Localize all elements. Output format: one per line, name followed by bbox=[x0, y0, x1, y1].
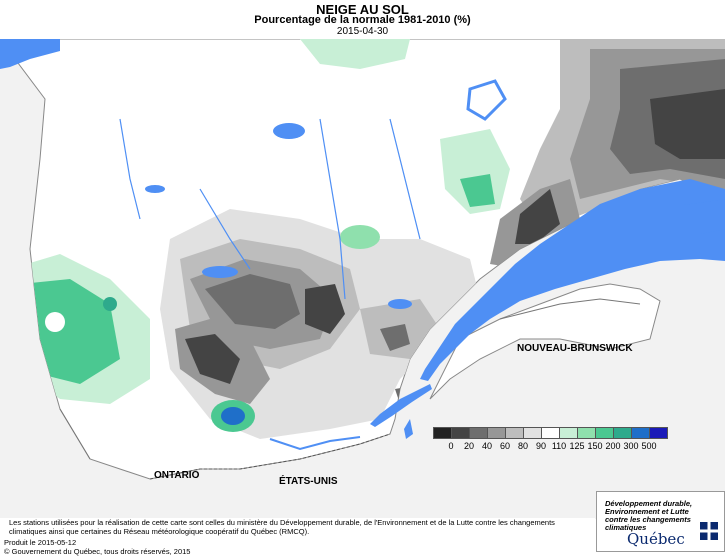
legend-swatch bbox=[613, 427, 632, 439]
contour-central-40 bbox=[205, 274, 300, 329]
legend-label: 200 bbox=[605, 441, 621, 451]
ontario-label: ONTARIO bbox=[154, 470, 200, 481]
map-title: NEIGE AU SOL bbox=[316, 2, 409, 17]
snow-depth-map bbox=[0, 39, 725, 519]
legend-swatch bbox=[433, 427, 452, 439]
legend-swatch bbox=[487, 427, 506, 439]
legend-swatch bbox=[631, 427, 650, 439]
map-date: 2015-04-30 bbox=[336, 26, 389, 37]
logo-ministry: Développement durable, Environnement et … bbox=[605, 499, 693, 532]
map-subtitle: Pourcentage de la normale 1981-2010 (%) bbox=[254, 14, 471, 26]
footer: Les stations utilisées pour la réalisati… bbox=[0, 518, 595, 556]
logo-quebec-wordmark: Québec bbox=[627, 530, 685, 548]
legend-label: 40 bbox=[481, 441, 493, 451]
footer-note: Les stations utilisées pour la réalisati… bbox=[9, 518, 555, 536]
ontario-border bbox=[59, 408, 91, 460]
river-2 bbox=[119, 118, 141, 220]
legend-swatch bbox=[577, 427, 596, 439]
river-3 bbox=[389, 118, 421, 240]
legend-swatch bbox=[595, 427, 614, 439]
contour-n-125 bbox=[300, 39, 410, 69]
reservoir-gouin bbox=[202, 266, 238, 278]
legend-label: 300 bbox=[623, 441, 639, 451]
legend-label: 500 bbox=[641, 441, 657, 451]
legend-swatch bbox=[451, 427, 470, 439]
legend-label: 20 bbox=[463, 441, 475, 451]
lake-memphremagog bbox=[404, 419, 413, 439]
river-4 bbox=[199, 188, 251, 270]
contour-sw-20 bbox=[185, 334, 240, 384]
quebec-logo: Développement durable, Environnement et … bbox=[596, 491, 725, 552]
contour-nshore-20 bbox=[515, 189, 560, 244]
manicouagan-reservoir bbox=[466, 79, 507, 121]
contour-c2-20 bbox=[305, 284, 345, 334]
us-border bbox=[149, 433, 391, 480]
contour-n2-200 bbox=[460, 174, 495, 207]
reservoir-1 bbox=[273, 123, 305, 139]
gaspesie-land bbox=[429, 283, 661, 400]
legend-swatch bbox=[541, 427, 560, 439]
quebec-flag-icon bbox=[700, 522, 718, 540]
nb-border bbox=[499, 298, 641, 320]
legend-swatch bbox=[649, 427, 668, 439]
contour-w-110 bbox=[45, 312, 65, 332]
contour-s-300 bbox=[221, 407, 245, 425]
legend-label: 60 bbox=[499, 441, 511, 451]
legend-labels: 0 20 40 60 80 90 110 125 150 200 300 500 bbox=[433, 439, 673, 453]
legend-swatches bbox=[433, 427, 673, 439]
nouveau-brunswick-label: NOUVEAU-BRUNSWICK bbox=[517, 343, 633, 354]
hudson-bay bbox=[0, 39, 60, 69]
legend-label: 0 bbox=[448, 441, 454, 451]
legend-label: 150 bbox=[587, 441, 603, 451]
st-lawrence-river bbox=[370, 384, 432, 427]
contour-q-40 bbox=[380, 324, 410, 351]
st-lawrence-estuary bbox=[420, 179, 725, 381]
contour-ne-20 bbox=[650, 89, 725, 159]
lac-saint-jean bbox=[388, 299, 412, 309]
legend-label: 110 bbox=[551, 441, 567, 451]
legend: 0 20 40 60 80 90 110 125 150 200 300 500 bbox=[433, 427, 673, 453]
map-header: NEIGE AU SOL Pourcentage de la normale 1… bbox=[0, 0, 725, 40]
footer-produced: Produit le 2015-05-12 bbox=[4, 538, 77, 547]
legend-swatch bbox=[469, 427, 488, 439]
legend-label: 90 bbox=[535, 441, 547, 451]
contour-c-150 bbox=[340, 225, 380, 249]
legend-swatch bbox=[505, 427, 524, 439]
ottawa-river bbox=[269, 436, 361, 451]
lake-mistassini bbox=[145, 185, 165, 193]
legend-swatch bbox=[523, 427, 542, 439]
legend-label: 80 bbox=[517, 441, 529, 451]
river-1 bbox=[319, 118, 346, 300]
anticosti-channel bbox=[683, 199, 725, 234]
contour-w-300 bbox=[103, 297, 117, 311]
etats-unis-label: ÉTATS-UNIS bbox=[279, 476, 338, 487]
legend-label: 125 bbox=[569, 441, 585, 451]
legend-swatch bbox=[559, 427, 578, 439]
